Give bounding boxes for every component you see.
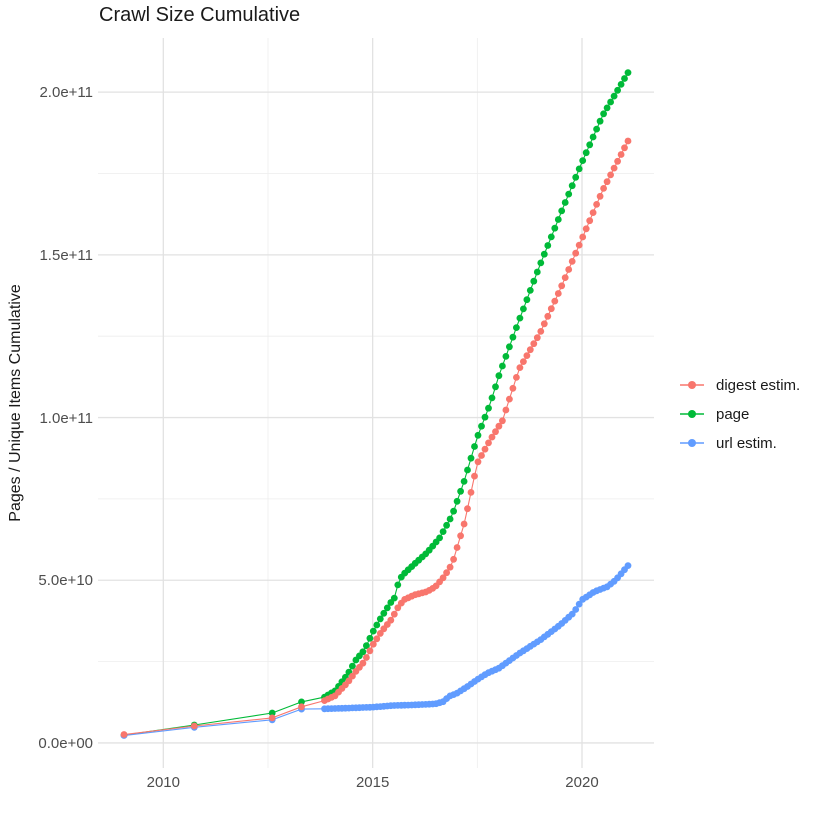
minor-gridlines: [98, 38, 654, 768]
legend-item-digest-estim: digest estim.: [679, 376, 801, 394]
legend-key-digest-estim: [680, 381, 704, 389]
series-points-url-estim: [120, 562, 632, 739]
legend: digest estim. page url estim.: [679, 377, 800, 464]
x-tick-label: 2015: [355, 774, 390, 791]
series-points-digest-estim: [120, 137, 632, 738]
chart-title: Crawl Size Cumulative: [99, 4, 301, 26]
legend-label-url-estim: url estim.: [716, 434, 777, 452]
x-tick-label: 2020: [565, 774, 599, 791]
y-tick-label: 1.0e+11: [39, 409, 93, 427]
legend-item-page: page: [679, 405, 800, 423]
legend-label-digest-estim: digest estim.: [716, 376, 801, 394]
legend-label-page: page: [716, 405, 750, 423]
y-tick-label: 5.0e+10: [38, 572, 93, 590]
legend-key-page: [680, 410, 704, 418]
y-tick-label: 2.0e+11: [39, 84, 93, 102]
series-points-page: [120, 69, 632, 739]
y-tick-label: 0.0e+00: [38, 734, 93, 752]
legend-key-url-estim: [680, 439, 704, 447]
y-tick-label: 1.5e+11: [39, 246, 93, 264]
x-tick-label: 2010: [146, 774, 180, 791]
legend-item-url-estim: url estim.: [679, 434, 800, 452]
major-gridlines: [98, 38, 654, 768]
